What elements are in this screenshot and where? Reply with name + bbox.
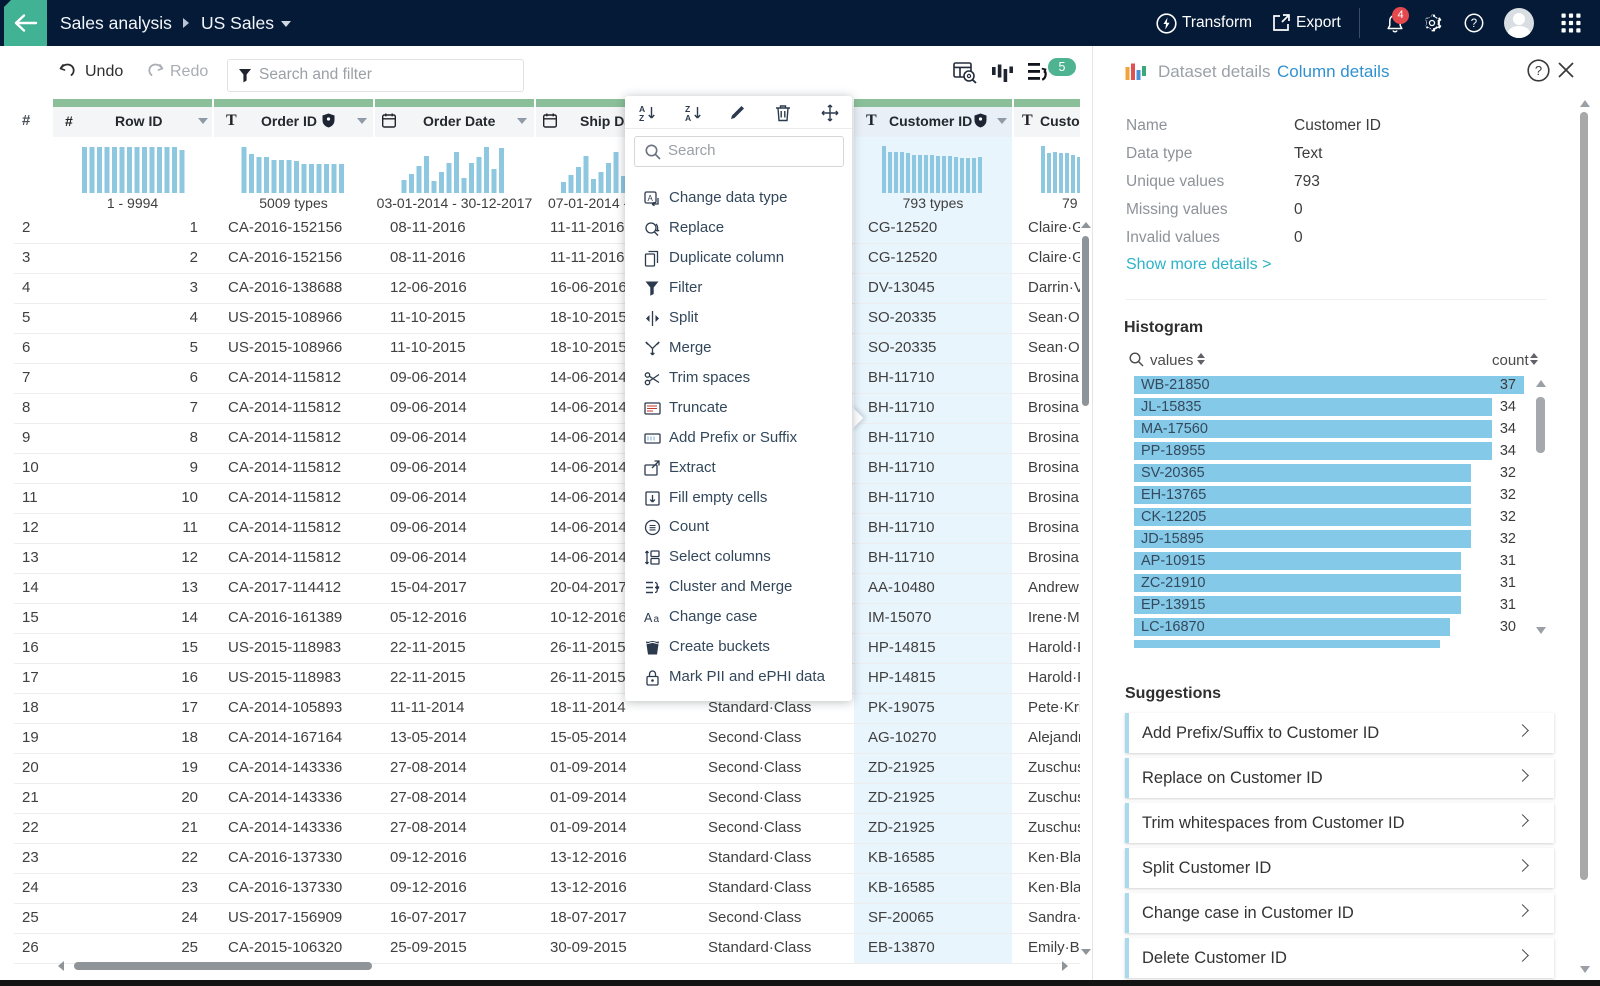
svg-text:Z: Z (639, 113, 644, 122)
svg-text:a: a (654, 614, 660, 625)
svg-text:A: A (639, 104, 645, 114)
svg-text:Z: Z (685, 104, 690, 114)
svg-text:A: A (648, 194, 654, 203)
svg-text:?: ? (1535, 63, 1542, 78)
svg-text:?: ? (1471, 18, 1477, 30)
svg-text:A: A (644, 611, 653, 625)
svg-text:A: A (685, 113, 691, 122)
